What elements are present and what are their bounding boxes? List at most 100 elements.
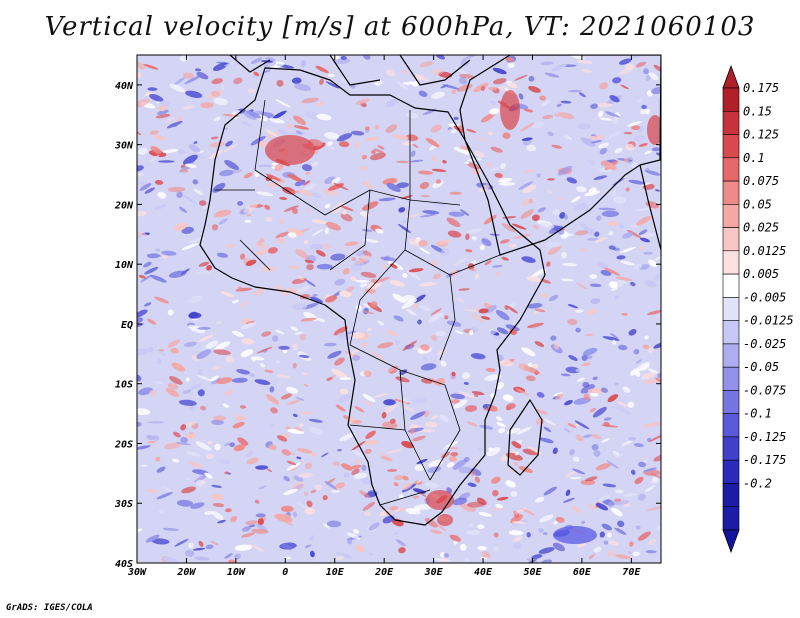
field-speckle bbox=[466, 529, 481, 536]
field-speckle bbox=[610, 287, 619, 291]
field-speckle bbox=[612, 451, 618, 456]
field-speckle bbox=[630, 368, 640, 376]
field-speckle bbox=[401, 298, 418, 309]
field-speckle bbox=[137, 165, 144, 172]
field-speckle bbox=[593, 450, 601, 457]
field-speckle bbox=[644, 485, 656, 492]
map-panel[interactable] bbox=[132, 52, 670, 568]
colorbar-segment bbox=[722, 273, 740, 298]
field-speckle bbox=[304, 508, 315, 515]
field-speckle bbox=[245, 451, 254, 458]
field-speckle bbox=[269, 386, 275, 393]
field-speckle bbox=[645, 550, 657, 554]
field-speckle bbox=[147, 318, 157, 325]
field-speckle bbox=[147, 440, 157, 444]
field-speckle bbox=[283, 488, 299, 496]
field-speckle bbox=[245, 259, 257, 267]
field-speckle bbox=[298, 423, 304, 428]
field-speckle bbox=[644, 150, 652, 155]
field-speckle bbox=[536, 392, 545, 398]
field-speckle bbox=[206, 453, 215, 460]
field-speckle bbox=[167, 309, 174, 316]
field-speckle bbox=[514, 74, 528, 81]
field-speckle bbox=[465, 249, 473, 253]
field-speckle bbox=[193, 141, 198, 145]
field-speckle bbox=[305, 279, 316, 287]
field-speckle bbox=[137, 60, 146, 70]
field-speckle bbox=[409, 411, 427, 420]
field-speckle bbox=[197, 326, 211, 330]
field-speckle bbox=[251, 528, 269, 534]
field-speckle bbox=[180, 436, 188, 444]
field-speckle bbox=[347, 539, 353, 545]
field-speckle bbox=[143, 64, 159, 70]
field-speckle bbox=[506, 82, 518, 89]
field-speckle bbox=[183, 341, 197, 348]
field-speckle bbox=[361, 180, 374, 189]
field-speckle bbox=[602, 336, 620, 341]
field-speckle bbox=[599, 82, 609, 90]
field-speckle bbox=[401, 70, 408, 74]
field-speckle bbox=[156, 358, 162, 365]
field-speckle bbox=[380, 456, 393, 461]
field-speckle bbox=[258, 164, 275, 168]
field-speckle bbox=[525, 375, 536, 382]
field-speckle bbox=[531, 214, 540, 221]
field-speckle bbox=[433, 273, 441, 279]
field-speckle bbox=[347, 347, 361, 357]
field-speckle bbox=[258, 485, 267, 490]
field-speckle bbox=[467, 158, 483, 162]
field-speckle bbox=[294, 83, 311, 91]
field-speckle bbox=[590, 298, 601, 304]
field-speckle bbox=[628, 328, 637, 336]
field-speckle bbox=[623, 131, 633, 135]
field-speckle bbox=[600, 160, 617, 171]
colorbar-label: -0.175 bbox=[743, 453, 786, 467]
field-speckle bbox=[340, 213, 353, 222]
field-speckle bbox=[324, 480, 338, 490]
field-speckle bbox=[490, 146, 503, 153]
field-speckle bbox=[137, 348, 150, 356]
field-speckle bbox=[137, 528, 143, 532]
field-speckle bbox=[590, 392, 599, 397]
field-speckle bbox=[563, 214, 568, 220]
field-speckle bbox=[546, 261, 551, 267]
field-speckle bbox=[277, 129, 287, 135]
field-speckle bbox=[139, 183, 152, 191]
field-speckle bbox=[377, 145, 385, 150]
field-speckle bbox=[540, 100, 551, 107]
field-speckle bbox=[630, 224, 639, 228]
field-speckle bbox=[364, 288, 376, 294]
field-speckle bbox=[470, 313, 486, 323]
field-speckle bbox=[462, 372, 470, 380]
field-speckle bbox=[521, 347, 536, 357]
field-speckle bbox=[628, 179, 646, 185]
field-speckle bbox=[557, 196, 566, 200]
field-speckle bbox=[538, 547, 555, 554]
field-speckle bbox=[281, 393, 293, 400]
colorbar-label: -0.075 bbox=[743, 383, 786, 397]
field-speckle bbox=[251, 356, 256, 363]
field-speckle bbox=[402, 220, 407, 224]
field-speckle bbox=[248, 543, 265, 552]
field-speckle bbox=[578, 92, 586, 98]
field-speckle bbox=[304, 544, 312, 548]
field-speckle bbox=[636, 361, 651, 372]
field-speckle bbox=[299, 334, 307, 341]
field-speckle bbox=[355, 304, 362, 312]
field-speckle bbox=[231, 330, 244, 337]
field-speckle bbox=[456, 297, 465, 303]
field-speckle bbox=[560, 100, 572, 104]
field-speckle bbox=[642, 344, 650, 350]
field-speckle bbox=[170, 123, 178, 128]
field-speckle bbox=[647, 368, 659, 374]
field-speckle bbox=[292, 207, 298, 215]
field-speckle bbox=[275, 360, 280, 364]
field-speckle bbox=[563, 497, 575, 503]
field-speckle bbox=[287, 173, 303, 182]
field-speckle bbox=[583, 393, 590, 401]
field-speckle bbox=[157, 105, 167, 112]
field-speckle bbox=[528, 362, 533, 368]
field-speckle bbox=[508, 530, 524, 536]
field-speckle bbox=[575, 368, 581, 372]
